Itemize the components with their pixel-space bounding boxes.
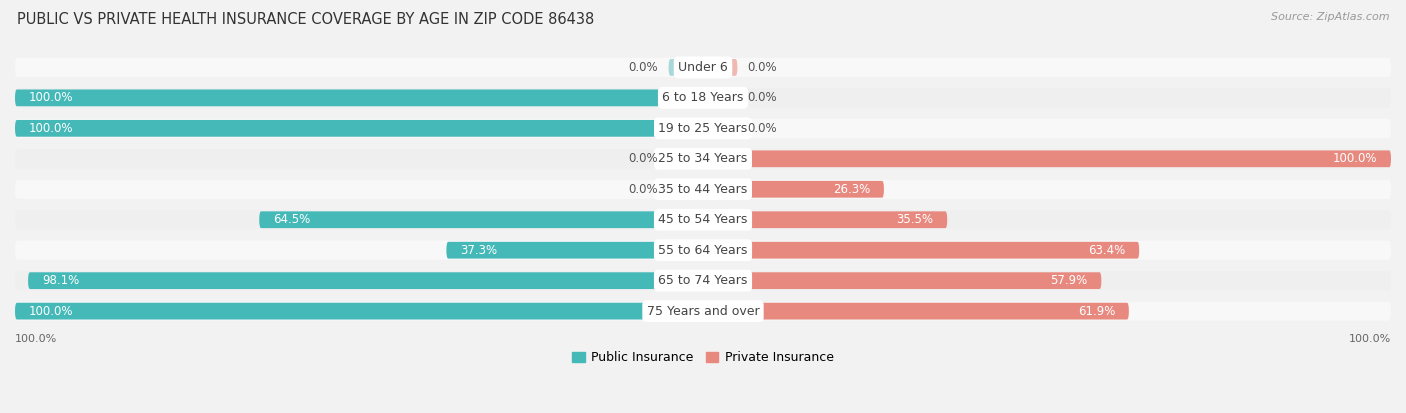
Text: 63.4%: 63.4% [1088, 244, 1125, 257]
FancyBboxPatch shape [446, 242, 703, 259]
Text: 55 to 64 Years: 55 to 64 Years [658, 244, 748, 257]
Text: 0.0%: 0.0% [748, 91, 778, 104]
FancyBboxPatch shape [15, 180, 1391, 199]
FancyBboxPatch shape [15, 301, 1391, 321]
FancyBboxPatch shape [15, 210, 1391, 229]
FancyBboxPatch shape [703, 211, 948, 228]
FancyBboxPatch shape [15, 303, 703, 320]
FancyBboxPatch shape [703, 59, 737, 76]
Text: Under 6: Under 6 [678, 61, 728, 74]
Text: 45 to 54 Years: 45 to 54 Years [658, 213, 748, 226]
Text: 19 to 25 Years: 19 to 25 Years [658, 122, 748, 135]
Text: 100.0%: 100.0% [1348, 334, 1391, 344]
Text: Source: ZipAtlas.com: Source: ZipAtlas.com [1271, 12, 1389, 22]
Text: 0.0%: 0.0% [628, 152, 658, 165]
FancyBboxPatch shape [259, 211, 703, 228]
Text: 75 Years and over: 75 Years and over [647, 305, 759, 318]
Text: 100.0%: 100.0% [15, 334, 58, 344]
FancyBboxPatch shape [15, 149, 1391, 169]
Text: 100.0%: 100.0% [28, 305, 73, 318]
Text: 100.0%: 100.0% [1333, 152, 1378, 165]
Text: 25 to 34 Years: 25 to 34 Years [658, 152, 748, 165]
Text: 100.0%: 100.0% [28, 91, 73, 104]
FancyBboxPatch shape [703, 272, 1101, 289]
Text: PUBLIC VS PRIVATE HEALTH INSURANCE COVERAGE BY AGE IN ZIP CODE 86438: PUBLIC VS PRIVATE HEALTH INSURANCE COVER… [17, 12, 595, 27]
Text: 65 to 74 Years: 65 to 74 Years [658, 274, 748, 287]
Text: 61.9%: 61.9% [1078, 305, 1115, 318]
Text: 0.0%: 0.0% [628, 61, 658, 74]
FancyBboxPatch shape [703, 150, 1391, 167]
FancyBboxPatch shape [669, 59, 703, 76]
FancyBboxPatch shape [15, 119, 1391, 138]
FancyBboxPatch shape [703, 242, 1139, 259]
FancyBboxPatch shape [15, 88, 1391, 107]
Text: 64.5%: 64.5% [273, 213, 311, 226]
Text: 98.1%: 98.1% [42, 274, 79, 287]
FancyBboxPatch shape [15, 120, 703, 137]
FancyBboxPatch shape [703, 303, 1129, 320]
FancyBboxPatch shape [669, 150, 703, 167]
Text: 57.9%: 57.9% [1050, 274, 1088, 287]
FancyBboxPatch shape [28, 272, 703, 289]
FancyBboxPatch shape [15, 58, 1391, 77]
Text: 0.0%: 0.0% [748, 61, 778, 74]
FancyBboxPatch shape [15, 90, 703, 106]
Text: 35.5%: 35.5% [897, 213, 934, 226]
FancyBboxPatch shape [15, 271, 1391, 290]
Text: 0.0%: 0.0% [748, 122, 778, 135]
FancyBboxPatch shape [703, 90, 737, 106]
Text: 6 to 18 Years: 6 to 18 Years [662, 91, 744, 104]
Text: 0.0%: 0.0% [628, 183, 658, 196]
FancyBboxPatch shape [703, 120, 737, 137]
Legend: Public Insurance, Private Insurance: Public Insurance, Private Insurance [567, 347, 839, 370]
FancyBboxPatch shape [703, 181, 884, 198]
FancyBboxPatch shape [669, 181, 703, 198]
FancyBboxPatch shape [15, 241, 1391, 260]
Text: 35 to 44 Years: 35 to 44 Years [658, 183, 748, 196]
Text: 26.3%: 26.3% [832, 183, 870, 196]
Text: 100.0%: 100.0% [28, 122, 73, 135]
Text: 37.3%: 37.3% [460, 244, 498, 257]
